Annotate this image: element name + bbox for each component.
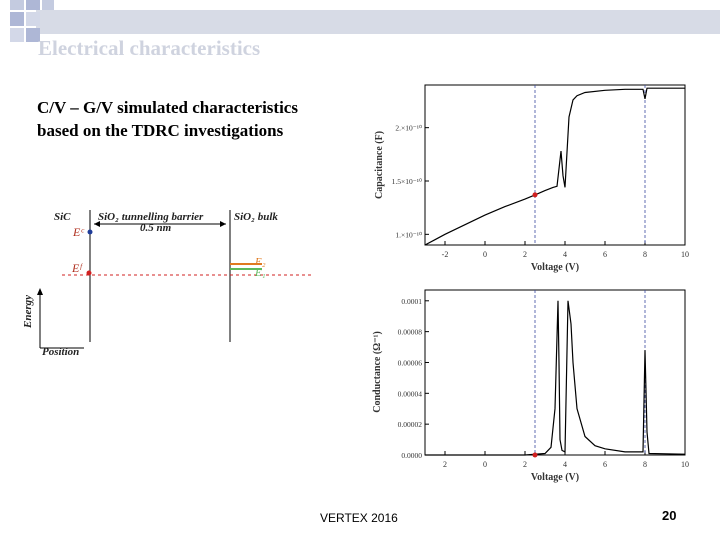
x-tick-label: 0: [483, 460, 487, 469]
capacitance-y-label: Capacitance (F): [374, 131, 385, 199]
label-e1: E₁: [254, 267, 266, 279]
x-tick-label: 4: [563, 250, 567, 259]
label-barrier: SiO₂ tunnelling barrier: [98, 211, 204, 223]
band-diagram: SiC SiO₂ tunnelling barrier SiO₂ bulk 0.…: [22, 210, 314, 358]
x-tick-label: 10: [681, 250, 689, 259]
plot-frame: [424, 84, 686, 246]
conductance-series-line: [425, 300, 686, 456]
y-tick-label: 1.×10⁻¹⁰: [395, 230, 422, 239]
capacitance-chart: -2 0 2 4 6 8 10 1.×10⁻¹⁰ 1.5×10⁻¹⁰ 2.×10⁻¹⁰ Volta…: [374, 84, 689, 273]
label-width: 0.5 nm: [140, 222, 172, 234]
y-tick-label: 0.00006: [398, 358, 423, 367]
corner-square: [26, 28, 40, 42]
corner-square: [26, 0, 40, 10]
y-tick-label: 1.5×10⁻¹⁰: [392, 177, 422, 186]
header-decoration: [10, 0, 720, 42]
y-tick-label: 0.00008: [398, 328, 423, 337]
x-tick-label: 2: [523, 460, 527, 469]
label-position: Position: [42, 346, 79, 358]
x-tick-label: -2: [442, 250, 449, 259]
capacitance-series-line: [424, 87, 685, 246]
page-number: 20: [662, 508, 677, 523]
x-tick-label: 6: [603, 250, 607, 259]
y-tick-label: 0.0001: [401, 297, 422, 306]
corner-square: [42, 0, 54, 10]
arrow-head-right: [220, 221, 226, 227]
x-tick-label: 10: [681, 460, 689, 469]
y-tick-label: 0.0000: [401, 451, 422, 460]
x-tick-label: 8: [643, 250, 647, 259]
corner-square: [10, 12, 24, 26]
x-tick-label: 4: [563, 460, 567, 469]
y-tick-label: 2.×10⁻¹⁰: [395, 124, 422, 133]
y-tick-label: 0.00004: [398, 389, 423, 398]
x-tick-label: 0: [483, 250, 487, 259]
subtitle-line-1: C/V – G/V simulated characteristics: [37, 98, 298, 117]
subtitle-line-2: based on the TDRC investigations: [37, 121, 284, 140]
plot-frame: [424, 289, 686, 456]
ec-dot: [87, 229, 93, 235]
capacitance-marker: [532, 192, 538, 198]
corner-square: [10, 28, 24, 42]
slide-subtitle: C/V – G/V simulated characteristics base…: [37, 96, 298, 142]
capacitance-x-label: Voltage (V): [531, 262, 579, 273]
conductance-y-label: Conductance (Ω⁻¹): [372, 331, 383, 413]
slide-title: Electrical characteristics: [38, 36, 261, 60]
corner-square: [26, 12, 40, 26]
label-energy: Energy: [22, 295, 34, 329]
label-sic: SiC: [54, 211, 71, 223]
x-tick-label: 6: [603, 460, 607, 469]
header-bar: [36, 10, 720, 34]
energy-axis-arrow: [37, 288, 43, 295]
arrow-head-left: [94, 221, 100, 227]
label-ec: Eᶜ: [72, 225, 84, 239]
ef-dot: [86, 270, 92, 276]
corner-square: [10, 0, 24, 10]
label-ef: Eᶠ: [71, 261, 83, 275]
x-tick-label: 2: [523, 250, 527, 259]
label-bulk: SiO₂ bulk: [234, 211, 278, 223]
x-tick-label: 2: [443, 460, 447, 469]
conductance-marker: [532, 452, 538, 458]
conductance-x-label: Voltage (V): [531, 472, 579, 483]
footer-text: VERTEX 2016: [320, 511, 398, 525]
label-e2: E₂: [254, 256, 266, 268]
x-tick-label: 8: [643, 460, 647, 469]
y-tick-label: 0.00002: [398, 420, 423, 429]
conductance-chart: 2 0 2 4 6 8 10 0.0000 0.00002 0.00004 0.00006 0.000…: [372, 289, 689, 483]
